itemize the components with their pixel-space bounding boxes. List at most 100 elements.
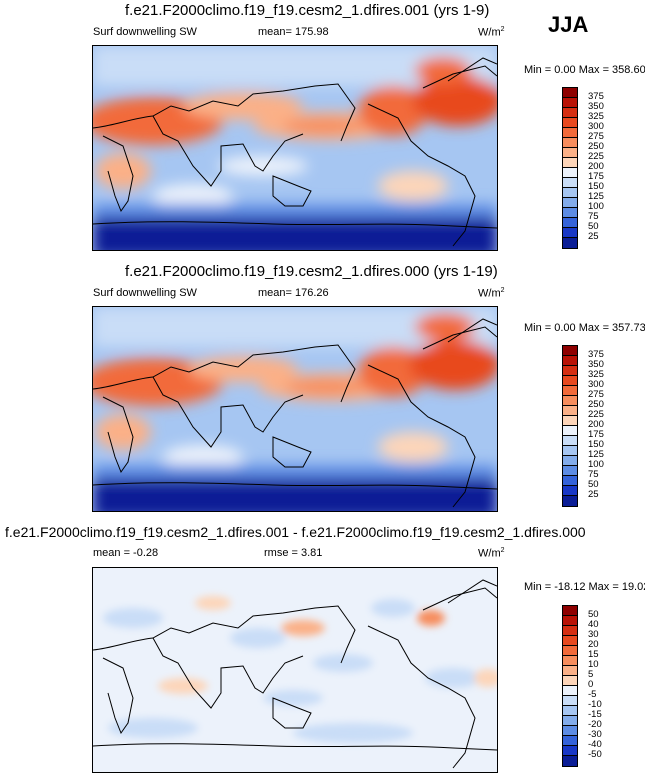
colorbar-tick-label: 75 bbox=[588, 469, 599, 480]
colorbar-swatch bbox=[563, 676, 577, 686]
panel-1-minmax: Min = 0.00 Max = 358.60 bbox=[524, 64, 645, 76]
panel-2-colorbar bbox=[562, 345, 578, 507]
colorbar-tick-label: 25 bbox=[588, 231, 599, 242]
panel-3-field bbox=[93, 568, 497, 772]
colorbar-swatch bbox=[563, 208, 577, 218]
colorbar-tick-label: 10 bbox=[588, 659, 599, 670]
panel-3-rmse: rmse = 3.81 bbox=[264, 547, 323, 559]
colorbar-swatch bbox=[563, 626, 577, 636]
colorbar-swatch bbox=[563, 346, 577, 356]
colorbar-swatch bbox=[563, 128, 577, 138]
colorbar-tick-label: 0 bbox=[588, 679, 594, 690]
panel-2-field bbox=[93, 307, 497, 511]
colorbar-tick-label: 175 bbox=[588, 171, 604, 182]
colorbar-tick-label: 150 bbox=[588, 181, 604, 192]
colorbar-swatch bbox=[563, 158, 577, 168]
colorbar-swatch bbox=[563, 416, 577, 426]
colorbar-tick-label: 200 bbox=[588, 419, 604, 430]
colorbar-swatch bbox=[563, 496, 577, 506]
colorbar-swatch bbox=[563, 88, 577, 98]
colorbar-tick-label: 250 bbox=[588, 141, 604, 152]
colorbar-swatch bbox=[563, 396, 577, 406]
panel-1-units: W/m2 bbox=[478, 26, 505, 39]
colorbar-tick-label: 350 bbox=[588, 101, 604, 112]
colorbar-tick-label: 30 bbox=[588, 629, 599, 640]
colorbar-tick-label: 200 bbox=[588, 161, 604, 172]
colorbar-tick-label: 350 bbox=[588, 359, 604, 370]
colorbar-swatch bbox=[563, 466, 577, 476]
panel-1-map bbox=[92, 45, 498, 251]
colorbar-swatch bbox=[563, 406, 577, 416]
colorbar-swatch bbox=[563, 118, 577, 128]
colorbar-tick-label: -20 bbox=[588, 719, 602, 730]
panel-3-minmax: Min = -18.12 Max = 19.02 bbox=[524, 581, 645, 593]
colorbar-tick-label: 375 bbox=[588, 91, 604, 102]
colorbar-swatch bbox=[563, 736, 577, 746]
colorbar-tick-label: 275 bbox=[588, 131, 604, 142]
colorbar-tick-label: 25 bbox=[588, 489, 599, 500]
colorbar-swatch bbox=[563, 228, 577, 238]
colorbar-swatch bbox=[563, 696, 577, 706]
colorbar-tick-label: 40 bbox=[588, 619, 599, 630]
colorbar-swatch bbox=[563, 218, 577, 228]
panel-3-colorbar bbox=[562, 605, 578, 767]
colorbar-swatch bbox=[563, 486, 577, 496]
colorbar-swatch bbox=[563, 636, 577, 646]
panel-3-mean: mean = -0.28 bbox=[93, 547, 159, 559]
colorbar-swatch bbox=[563, 426, 577, 436]
colorbar-tick-label: -10 bbox=[588, 699, 602, 710]
colorbar-swatch bbox=[563, 606, 577, 616]
colorbar-tick-label: 225 bbox=[588, 409, 604, 420]
panel-1-field bbox=[93, 46, 497, 250]
colorbar-tick-label: 100 bbox=[588, 459, 604, 470]
colorbar-swatch bbox=[563, 168, 577, 178]
panel-3-title: f.e21.F2000climo.f19_f19.cesm2_1.dfires.… bbox=[5, 524, 586, 540]
colorbar-swatch bbox=[563, 666, 577, 676]
colorbar-swatch bbox=[563, 686, 577, 696]
colorbar-tick-label: 50 bbox=[588, 479, 599, 490]
colorbar-swatch bbox=[563, 386, 577, 396]
colorbar-tick-label: 300 bbox=[588, 379, 604, 390]
colorbar-tick-label: 250 bbox=[588, 399, 604, 410]
colorbar-tick-label: 50 bbox=[588, 609, 599, 620]
colorbar-tick-label: 275 bbox=[588, 389, 604, 400]
colorbar-tick-label: 175 bbox=[588, 429, 604, 440]
colorbar-tick-label: 125 bbox=[588, 449, 604, 460]
colorbar-tick-label: 325 bbox=[588, 111, 604, 122]
colorbar-swatch bbox=[563, 446, 577, 456]
colorbar-swatch bbox=[563, 646, 577, 656]
panel-1-colorbar bbox=[562, 87, 578, 249]
colorbar-swatch bbox=[563, 716, 577, 726]
colorbar-tick-label: -30 bbox=[588, 729, 602, 740]
panel-2-units: W/m2 bbox=[478, 287, 505, 300]
colorbar-tick-label: -40 bbox=[588, 739, 602, 750]
colorbar-swatch bbox=[563, 148, 577, 158]
panel-1-title: f.e21.F2000climo.f19_f19.cesm2_1.dfires.… bbox=[125, 2, 490, 19]
colorbar-swatch bbox=[563, 366, 577, 376]
colorbar-tick-label: 325 bbox=[588, 369, 604, 380]
colorbar-swatch bbox=[563, 108, 577, 118]
colorbar-swatch bbox=[563, 138, 577, 148]
colorbar-swatch bbox=[563, 706, 577, 716]
colorbar-tick-label: -5 bbox=[588, 689, 597, 700]
colorbar-swatch bbox=[563, 476, 577, 486]
colorbar-tick-label: -50 bbox=[588, 749, 602, 760]
colorbar-tick-label: 75 bbox=[588, 211, 599, 222]
colorbar-tick-label: 225 bbox=[588, 151, 604, 162]
colorbar-swatch bbox=[563, 98, 577, 108]
colorbar-tick-label: 20 bbox=[588, 639, 599, 650]
colorbar-swatch bbox=[563, 238, 577, 248]
panel-2-title: f.e21.F2000climo.f19_f19.cesm2_1.dfires.… bbox=[125, 263, 498, 280]
colorbar-swatch bbox=[563, 436, 577, 446]
colorbar-swatch bbox=[563, 198, 577, 208]
colorbar-swatch bbox=[563, 188, 577, 198]
colorbar-tick-label: 15 bbox=[588, 649, 599, 660]
season-label: JJA bbox=[548, 12, 589, 37]
colorbar-swatch bbox=[563, 656, 577, 666]
panel-3-map bbox=[92, 567, 498, 773]
colorbar-swatch bbox=[563, 356, 577, 366]
colorbar-tick-label: 5 bbox=[588, 669, 594, 680]
panel-1-variable: Surf downwelling SW bbox=[93, 26, 197, 38]
colorbar-swatch bbox=[563, 726, 577, 736]
panel-2-mean: mean= 176.26 bbox=[258, 287, 329, 299]
